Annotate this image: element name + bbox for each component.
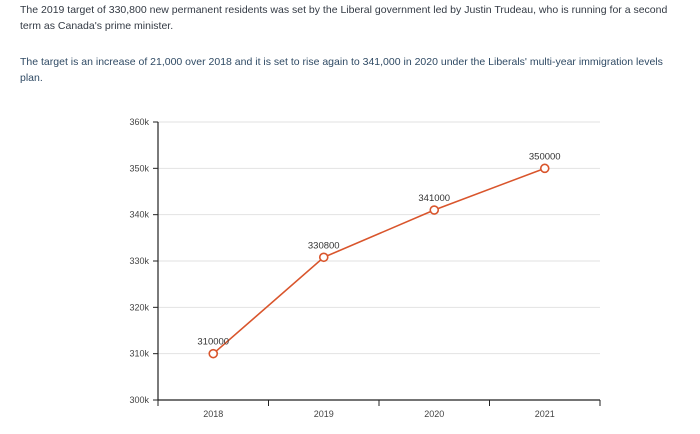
y-tick-label: 360k [129,117,149,127]
y-tick-label: 300k [129,395,149,405]
x-tick-label: 2018 [203,409,223,419]
data-label: 341000 [418,193,450,204]
data-point [318,252,329,263]
y-tick-label: 320k [129,302,149,312]
data-label: 330800 [308,240,340,251]
data-label: 350000 [529,151,561,162]
article-paragraph-1: The 2019 target of 330,800 new permanent… [20,4,668,32]
y-tick-label: 330k [129,256,149,266]
data-point [429,205,440,215]
article-paragraph-2: The target is an increase of 21,000 over… [20,56,663,84]
y-tick-label: 310k [129,349,149,359]
y-tick-label: 340k [129,210,149,220]
series-line [212,167,546,355]
data-label: 310000 [197,337,229,348]
data-point [539,163,550,174]
data-point [208,348,219,359]
x-tick-label: 2021 [535,409,555,419]
x-tick-label: 2019 [314,409,334,419]
y-tick-label: 350k [129,163,149,173]
x-tick-label: 2020 [424,409,444,419]
